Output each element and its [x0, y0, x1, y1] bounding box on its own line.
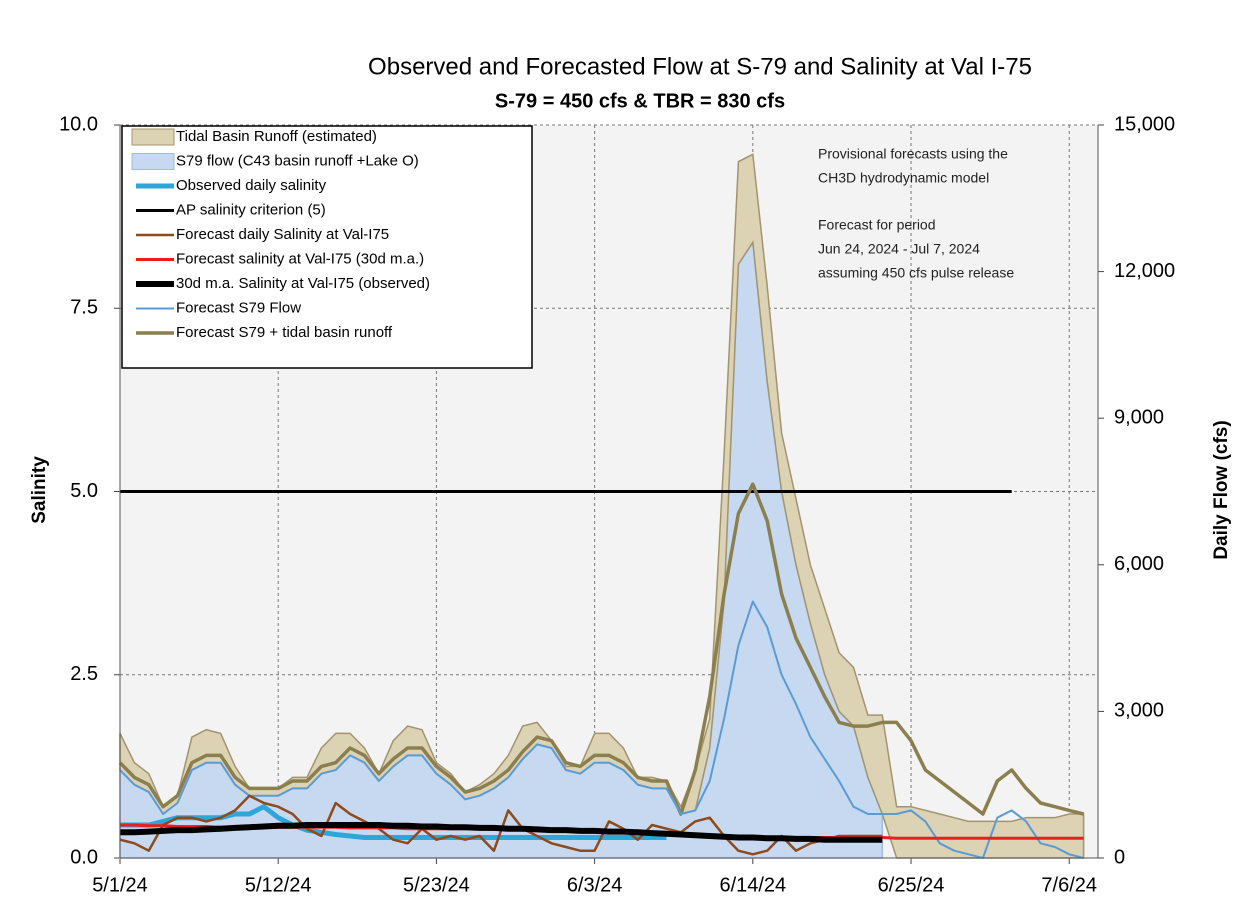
chart-title: Observed and Forecasted Flow at S-79 and… — [368, 53, 1032, 80]
x-tick-label: 5/1/24 — [92, 874, 148, 896]
annotation: Jun 24, 2024 - Jul 7, 2024 — [818, 241, 980, 257]
y-tick-label: 0.0 — [70, 846, 98, 868]
annotation: assuming 450 cfs pulse release — [818, 265, 1014, 281]
legend-swatch — [131, 128, 175, 146]
y2-axis-label: Daily Flow (cfs) — [1211, 420, 1232, 559]
legend-label: 30d m.a. Salinity at Val-I75 (observed) — [176, 275, 430, 292]
legend-swatch — [131, 153, 175, 170]
y2-tick-label: 3,000 — [1114, 700, 1164, 722]
chart-subtitle: S-79 = 450 cfs & TBR = 830 cfs — [495, 90, 785, 112]
annotation: Forecast for period — [818, 217, 936, 233]
y2-tick-label: 6,000 — [1114, 553, 1164, 575]
line — [119, 600, 1084, 859]
line — [120, 822, 883, 843]
x-tick-label: 5/23/24 — [403, 874, 470, 896]
y2-tick-label: 9,000 — [1114, 406, 1164, 428]
y-tick-label: 2.5 — [70, 663, 98, 685]
legend-label: S79 flow (C43 basin runoff +Lake O) — [176, 152, 419, 169]
y-axis-label: Salinity — [29, 456, 50, 524]
legend-label: Tidal Basin Runoff (estimated) — [176, 128, 377, 145]
y2-tick-label: 0 — [1114, 846, 1125, 868]
legend-label: Forecast salinity at Val-I75 (30d m.a.) — [176, 250, 424, 267]
x-tick-label: 6/14/24 — [719, 874, 786, 896]
x-tick-label: 6/25/24 — [878, 874, 945, 896]
x-tick-label: 6/3/24 — [567, 874, 623, 896]
legend-label: Forecast S79 + tidal basin runoff — [176, 324, 393, 341]
legend-box — [121, 125, 533, 369]
legend-label: Observed daily salinity — [176, 177, 327, 194]
x-tick-label: 7/6/24 — [1041, 874, 1097, 896]
x-tick-label: 5/12/24 — [245, 874, 312, 896]
annotation: Provisional forecasts using the — [818, 146, 1008, 162]
legend-label: Forecast S79 Flow — [176, 299, 301, 316]
y2-tick-label: 15,000 — [1114, 113, 1175, 135]
legend-label: AP salinity criterion (5) — [176, 201, 326, 218]
y2-tick-label: 12,000 — [1114, 260, 1175, 282]
y-tick-label: 5.0 — [70, 480, 98, 502]
legend-label: Forecast daily Salinity at Val-I75 — [176, 226, 389, 243]
line — [120, 804, 667, 840]
y-tick-label: 10.0 — [59, 113, 98, 135]
line — [118, 482, 1085, 816]
legend: Tidal Basin Runoff (estimated) S79 flow (… — [121, 125, 533, 369]
y-tick-label: 7.5 — [70, 297, 98, 319]
annotation: CH3D hydrodynamic model — [818, 170, 989, 186]
